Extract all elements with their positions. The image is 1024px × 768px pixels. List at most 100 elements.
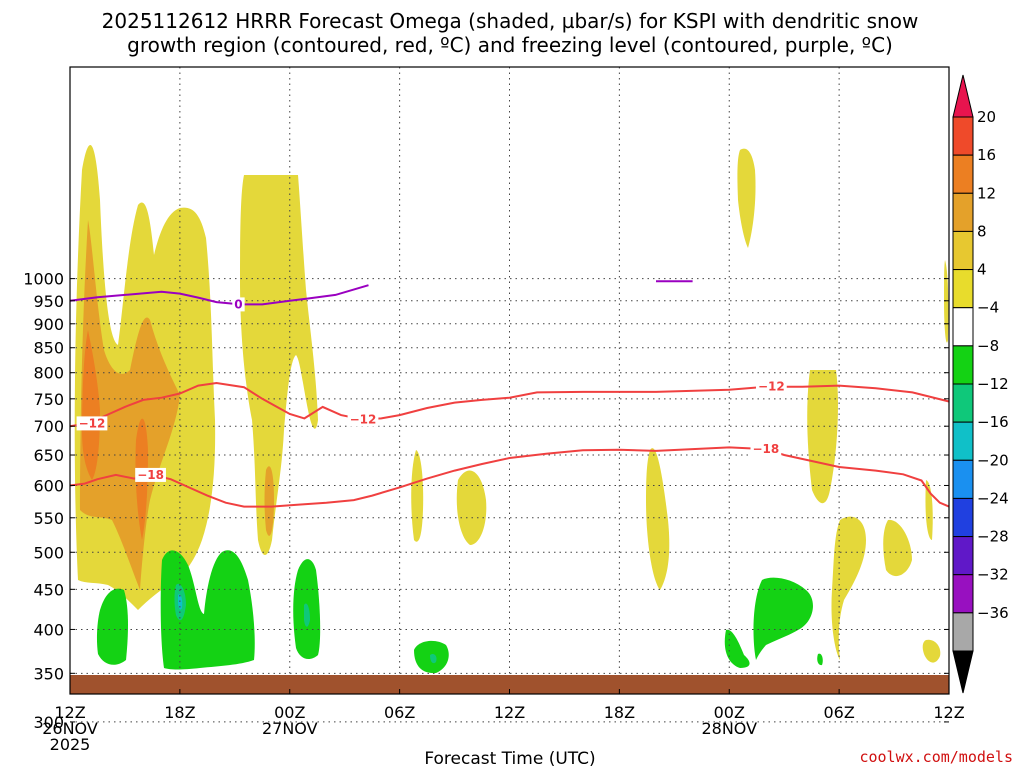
omega-negative-area: [753, 577, 813, 660]
colorbar-swatch: [952, 497, 974, 538]
contour-label: −12: [758, 380, 785, 394]
x-tick-label: 12Z: [933, 703, 964, 722]
contour-label-background: [135, 467, 166, 482]
y-tick-label: 750: [33, 390, 64, 409]
plot-area: −18 −18 −12 −12 −12 0: [69, 66, 950, 723]
colorbar-tick-label: 16: [977, 146, 996, 164]
contour-label: −18: [752, 442, 779, 456]
colorbar-swatch: [952, 345, 974, 385]
colorbar-bottom-arrow: [952, 650, 974, 694]
omega-positive-area: [240, 175, 318, 555]
omega-positive-area: [411, 450, 424, 542]
colorbar-tick-label: −32: [977, 566, 1009, 584]
contour-line: [69, 284, 369, 306]
omega-positive-area: [922, 639, 941, 663]
contour-label-background: [347, 412, 379, 427]
x-tick-label: 12Z: [54, 703, 85, 722]
x-tick-label: 00Z: [274, 703, 305, 722]
colorbar-tick-label: 12: [977, 184, 996, 202]
colorbar-swatch: [952, 574, 974, 614]
contour-line: [69, 446, 950, 508]
y-tick-label: 550: [33, 509, 64, 528]
omega-negative-area: [724, 629, 750, 668]
contour-label: −12: [350, 413, 377, 427]
x-tick-label: 27NOV: [262, 719, 318, 738]
omega-negative-area: [817, 653, 823, 666]
colorbar-swatch: [952, 383, 974, 423]
colorbar-tick-label: −4: [977, 299, 999, 317]
contour-label: 0: [234, 297, 242, 311]
colorbar-tick-label: 8: [977, 222, 987, 240]
y-tick-label: 850: [33, 339, 64, 358]
y-tick-label: 1000: [23, 270, 64, 289]
colorbar-swatch: [952, 612, 974, 652]
contour-label-background: [755, 379, 787, 394]
omega-positive-area: [264, 466, 274, 536]
omega-positive-area: [944, 260, 949, 343]
x-tick-label: 00Z: [714, 703, 745, 722]
colorbar-tick-label: −20: [977, 451, 1009, 469]
y-tick-label: 800: [33, 364, 64, 383]
omega-positive-area: [883, 519, 912, 577]
y-tick-label: 300: [33, 713, 64, 732]
y-axis: 2503003504004505005506006507007508008509…: [23, 270, 949, 768]
contour-label-background: [76, 416, 108, 431]
x-tick-label: 06Z: [823, 703, 854, 722]
colorbar-swatch: [952, 269, 974, 309]
y-tick-label: 600: [33, 476, 64, 495]
omega-negative-area: [304, 603, 310, 627]
x-tick-label: 26NOV: [42, 719, 98, 738]
colorbar-swatch: [952, 459, 974, 499]
contour-label: −18: [137, 468, 164, 482]
y-tick-label: 650: [33, 446, 64, 465]
colorbar-tick-label: 20: [977, 108, 996, 126]
x-tick-label: 28NOV: [701, 719, 757, 738]
x-tick-label: 06Z: [384, 703, 415, 722]
colorbar-tick-label: −16: [977, 413, 1009, 431]
omega-positive-area: [456, 470, 487, 545]
x-tick-label: 12Z: [494, 703, 525, 722]
y-tick-label: 500: [33, 543, 64, 562]
contour-label-background: [750, 442, 782, 457]
colorbar-swatch: [952, 230, 974, 271]
colorbar-tick-label: −8: [977, 337, 999, 355]
chart-title-line-2: growth region (contoured, red, ºC) and f…: [127, 33, 893, 57]
omega-positive-area: [737, 148, 756, 248]
contour-label-background: [232, 297, 245, 312]
colorbar-tick-label: −12: [977, 375, 1009, 393]
colorbar-tick-label: −24: [977, 489, 1009, 507]
colorbar-tick-label: 4: [977, 261, 987, 279]
colorbar-swatch: [952, 154, 974, 194]
y-tick-label: 950: [33, 292, 64, 311]
omega-negative-area: [430, 653, 437, 664]
y-tick-label: 900: [33, 315, 64, 334]
x-tick-label: 18Z: [164, 703, 195, 722]
omega-positive-area: [646, 448, 670, 590]
temperature-contours: −18 −18 −12 −12 −12 0: [69, 280, 950, 508]
chart-title-line-1: 2025112612 HRRR Forecast Omega (shaded, …: [102, 9, 919, 33]
colorbar-swatch: [952, 192, 974, 232]
colorbar-swatch: [952, 421, 974, 461]
contour-label: −12: [79, 416, 106, 430]
y-tick-label: 400: [33, 620, 64, 639]
omega-negative-area: [160, 550, 255, 670]
y-tick-label: 350: [33, 664, 64, 683]
x-axis-label: Forecast Time (UTC): [424, 749, 595, 768]
colorbar-tick-label: −36: [977, 604, 1009, 622]
colorbar-swatch: [952, 116, 974, 156]
colorbar-swatch: [952, 307, 974, 347]
colorbar: 20 16 12 8 4 −4 −8 −12 −16 −20 −24 −28 −32 −36: [952, 74, 1009, 694]
x-tick-label: 2025: [50, 735, 91, 754]
credit-text: coolwx.com/models: [859, 748, 1013, 766]
x-tick-label: 18Z: [604, 703, 635, 722]
colorbar-top-arrow: [952, 74, 974, 118]
y-tick-label: 450: [33, 580, 64, 599]
colorbar-swatch: [952, 536, 974, 576]
colorbar-tick-label: −28: [977, 528, 1009, 546]
omega-positive-area: [807, 370, 838, 504]
omega-negative-area: [96, 588, 128, 665]
omega-positive-area: [82, 330, 100, 480]
y-tick-label: 700: [33, 417, 64, 436]
